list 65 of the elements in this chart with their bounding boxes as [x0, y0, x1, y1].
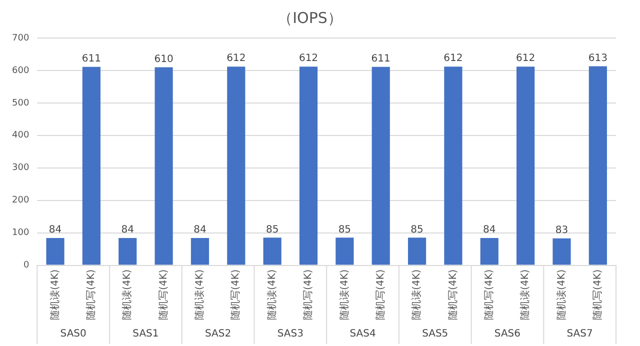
- bar: [444, 66, 462, 265]
- data-label: 610: [154, 54, 174, 65]
- data-label: 613: [588, 52, 608, 64]
- text: SAS6: [494, 328, 521, 340]
- x-tick-label: 随机读(4K): [48, 269, 61, 320]
- x-tick-label: 随机读(4K): [194, 269, 206, 320]
- bar: [118, 238, 137, 265]
- y-tick-label: 100: [12, 228, 30, 238]
- y-tick-label: 700: [12, 33, 30, 44]
- data-label: 85: [410, 224, 424, 236]
- x-tick-label: 随机读(4K): [410, 269, 423, 320]
- x-tick-label: 随机读(4K): [555, 269, 568, 320]
- bar: [408, 238, 426, 265]
- data-label: 612: [516, 53, 536, 64]
- text: SAS2: [205, 328, 232, 340]
- data-label: 84: [48, 224, 62, 236]
- x-tick-label: 随机读(4K): [266, 269, 278, 320]
- text: SAS4: [350, 328, 376, 340]
- bar: [516, 66, 535, 265]
- text: SAS0: [60, 328, 86, 340]
- x-tick-label: 随机写(4K): [446, 269, 459, 320]
- bar: [154, 67, 173, 265]
- x-tick-label: 随机写(4K): [85, 269, 98, 320]
- x-tick-label: 随机写(4K): [592, 269, 604, 320]
- bar: [227, 66, 246, 265]
- bar: [588, 66, 607, 265]
- y-tick-label: 600: [12, 66, 30, 76]
- text: SAS7: [566, 328, 593, 340]
- bar: [552, 238, 571, 265]
- data-label: 85: [338, 224, 352, 236]
- data-label: 83: [555, 224, 568, 236]
- bar: [263, 238, 282, 265]
- data-label: 84: [194, 224, 206, 236]
- x-tick-label: 随机写(4K): [157, 269, 170, 320]
- text: SAS5: [422, 328, 448, 340]
- bar: [82, 66, 100, 265]
- x-tick-label: 随机写(4K): [374, 269, 386, 320]
- x-tick-label: 随机读(4K): [519, 269, 532, 320]
- data-label: 612: [444, 53, 463, 64]
- bar: [372, 66, 390, 265]
- data-label: 612: [226, 53, 246, 64]
- x-tick-label: 随机写(4K): [482, 269, 495, 320]
- chart-title: （IOPS）: [278, 8, 342, 27]
- bar: [336, 238, 354, 265]
- bar: [480, 238, 498, 265]
- bar: [299, 66, 318, 265]
- data-label: 611: [82, 53, 101, 64]
- text: SAS3: [277, 328, 304, 340]
- x-tick-label: 随机读(4K): [338, 269, 350, 320]
- x-tick-label: 随机读(4K): [121, 269, 134, 320]
- y-tick-label: 200: [12, 196, 30, 206]
- data-label: 611: [371, 53, 390, 64]
- y-tick-label: 300: [12, 163, 30, 174]
- y-tick-label: 400: [12, 130, 30, 141]
- data-label: 84: [483, 224, 496, 236]
- data-label: 85: [266, 224, 279, 236]
- data-label: 84: [121, 224, 134, 236]
- bar: [190, 238, 210, 265]
- data-label: 612: [298, 53, 318, 64]
- y-tick-label: 500: [12, 98, 30, 108]
- text: SAS1: [132, 328, 159, 340]
- x-tick-label: 随机写(4K): [230, 269, 242, 320]
- bar: [46, 238, 64, 265]
- y-tick-label: 0: [23, 260, 30, 271]
- x-tick-label: 随机写(4K): [302, 269, 314, 320]
